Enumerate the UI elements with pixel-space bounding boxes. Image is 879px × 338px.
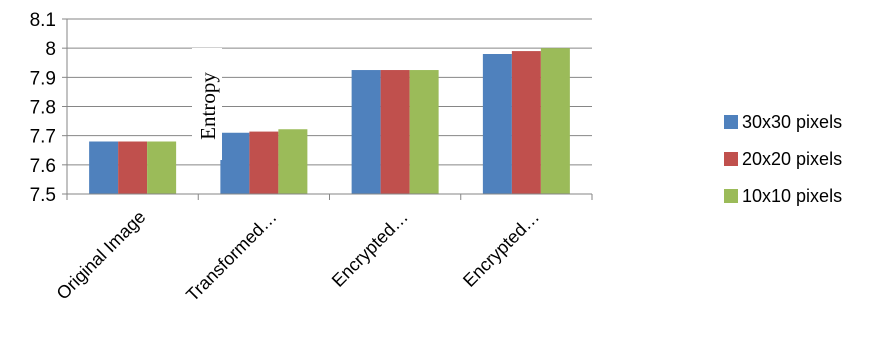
- bar: [540, 48, 570, 194]
- bar: [482, 54, 512, 194]
- legend-swatch: [724, 189, 738, 203]
- bar: [511, 51, 541, 195]
- y-axis-title: Entropy: [196, 72, 220, 140]
- legend-label: 30x30 pixels: [742, 112, 842, 132]
- y-tick-label: 7.5: [30, 185, 56, 206]
- x-category-labels: Original Image Transformed… Encrypted… Encr…: [53, 207, 544, 306]
- legend: 30x30 pixels 20x20 pixels 10x10 pixels: [724, 112, 842, 206]
- y-tick-labels: 7.5 7.6 7.7 7.8 7.9 8 8.1: [30, 10, 56, 206]
- x-category-label: Encrypted…: [459, 207, 543, 291]
- legend-swatch: [724, 152, 738, 166]
- y-tick-label: 7.7: [30, 127, 56, 148]
- y-axis-title-background: [192, 48, 222, 160]
- bars: [89, 48, 570, 195]
- x-category-label: Encrypted…: [328, 207, 412, 291]
- y-tick-label: 7.9: [30, 68, 56, 89]
- y-tick-label: 8.1: [30, 10, 56, 31]
- bar: [118, 141, 148, 194]
- bar: [89, 141, 119, 194]
- y-tick-label: 7.6: [30, 156, 56, 177]
- bar: [278, 129, 308, 194]
- bar: [409, 70, 439, 194]
- x-category-label: Transformed…: [182, 207, 281, 306]
- x-category-label: Original Image: [53, 207, 150, 304]
- y-axis-title-group: Entropy: [192, 48, 222, 160]
- bar: [351, 70, 381, 194]
- bar: [220, 132, 250, 194]
- y-tick-label: 8: [45, 39, 56, 60]
- bar: [147, 141, 177, 194]
- legend-label: 20x20 pixels: [742, 149, 842, 169]
- bar: [249, 131, 279, 194]
- legend-swatch: [724, 115, 738, 129]
- axes: [62, 18, 593, 200]
- y-tick-label: 7.8: [30, 98, 56, 119]
- bar: [380, 70, 410, 194]
- legend-label: 10x10 pixels: [742, 186, 842, 206]
